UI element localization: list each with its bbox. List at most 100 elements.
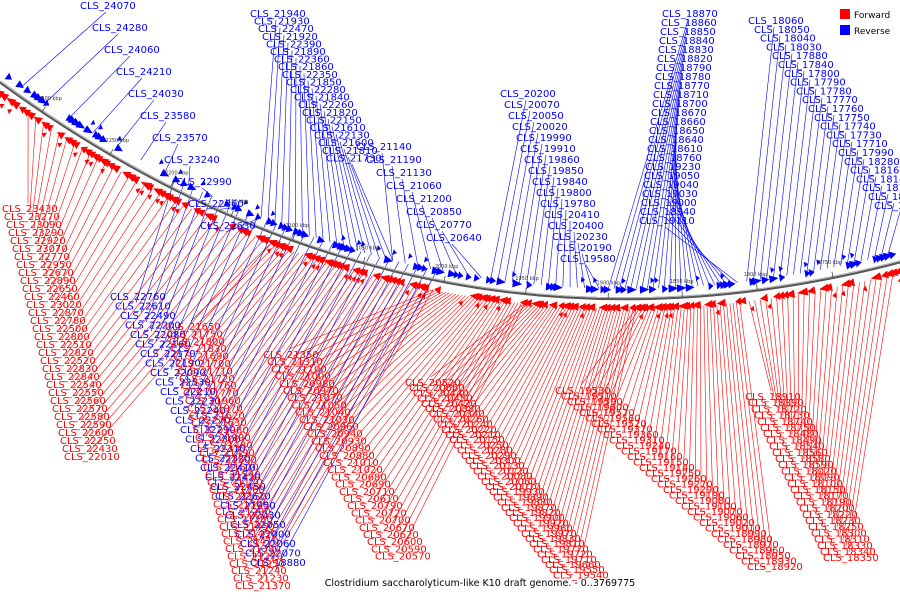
gene-label: CLS_21610 [310, 123, 366, 134]
gene-label: CLS_18820 [657, 54, 713, 65]
gene-label: CLS_18250 [808, 522, 864, 533]
leader-line [180, 216, 259, 389]
gene-label: CLS_21730 [326, 153, 382, 164]
leader-line [256, 287, 424, 566]
gene-label: CLS_20210 [445, 430, 501, 441]
leader-line [598, 308, 646, 402]
forward-gene [643, 303, 655, 312]
gene-label: CLS_22950 [16, 260, 72, 271]
forward-gene [109, 164, 121, 174]
gene-label: CLS_22620 [215, 492, 271, 503]
leader-line [555, 198, 563, 287]
leader-line [703, 305, 708, 501]
forward-gene [196, 209, 206, 217]
leader-line [45, 33, 119, 103]
leader-line [340, 297, 476, 443]
leader-line [39, 144, 75, 252]
gene-label: CLS_18140 [856, 174, 900, 185]
reverse-gene-labels: CLS_24070 CLS_24280 CLS_24060 CLS_24210 CLS_… [80, 1, 900, 569]
gene-label: CLS_18200 [799, 504, 855, 515]
leader-line [839, 278, 877, 534]
forward-gene [579, 312, 584, 319]
gene-label: CLS_17880 [772, 51, 828, 62]
forward-gene [715, 309, 720, 316]
reverse-gene [203, 190, 211, 198]
leader-line [47, 162, 106, 284]
gene-label: CLS_20690 [335, 480, 391, 491]
leader-line [713, 304, 726, 518]
gene-label: CLS_21430 [221, 529, 277, 540]
gene-label: CLS_18580 [775, 454, 831, 465]
leader-line [809, 290, 821, 472]
leader-line [641, 73, 683, 289]
forward-gene [750, 305, 755, 312]
leader-line [274, 35, 285, 223]
forward-gene [84, 159, 90, 165]
leader-line [806, 106, 829, 273]
gene-label: CLS_18560 [772, 448, 828, 459]
leader-line [220, 243, 334, 465]
leader-line [335, 133, 365, 253]
gene-label: CLS_18920 [747, 562, 803, 573]
kbp-tick-label: 1950 kbp [515, 276, 539, 282]
gene-label: CLS_20410 [544, 210, 600, 221]
leader-line [848, 274, 894, 553]
gene-label: CLS_21800 [169, 337, 225, 348]
gene-label: CLS_18750 [760, 423, 816, 434]
reverse-gene [82, 125, 93, 134]
leader-line [236, 276, 378, 492]
reverse-gene [465, 272, 472, 281]
forward-gene [897, 278, 900, 283]
forward-gene [266, 248, 272, 254]
forward-gene [434, 286, 442, 295]
leader-line [759, 299, 778, 404]
gene-label: CLS_22870 [28, 308, 84, 319]
gene-label: CLS_21070 [287, 393, 343, 404]
leader-line [175, 212, 250, 380]
leader-line [519, 143, 543, 284]
gene-label: CLS_20620 [363, 530, 419, 541]
forward-gene [603, 303, 611, 312]
gene-label: CLS_22670 [18, 268, 74, 279]
leader-line [833, 280, 866, 522]
gene-label: CLS_18160 [850, 166, 900, 177]
gene-label: CLS_19800 [536, 188, 592, 199]
forward-gene [379, 275, 390, 283]
forward-gene [888, 268, 899, 276]
leader-line [347, 156, 386, 259]
leader-line [73, 216, 208, 388]
leader-line [430, 303, 525, 378]
gene-label: CLS_19780 [540, 199, 596, 210]
forward-gene [72, 142, 81, 150]
gene-label: CLS_22390 [266, 39, 322, 50]
gene-label: CLS_20240 [437, 420, 493, 431]
leader-line [522, 308, 594, 497]
leader-line [723, 303, 744, 534]
reverse-gene [650, 277, 655, 284]
leader-line [255, 261, 400, 532]
gene-label: CLS_19060 [693, 513, 749, 524]
forward-gene [355, 277, 361, 284]
forward-gene [503, 297, 512, 306]
gene-label: CLS_19100 [681, 502, 737, 513]
gene-label: CLS_20050 [508, 111, 564, 122]
leader-line [254, 286, 420, 558]
leader-line [820, 123, 841, 270]
forward-gene [258, 237, 271, 245]
forward-gene [421, 293, 426, 300]
kbp-tick [41, 106, 46, 112]
forward-gene [193, 207, 202, 215]
gene-label: CLS_21170 [207, 477, 263, 488]
gene-label: CLS_21970 [187, 403, 243, 414]
leader-line [494, 307, 573, 461]
gene-label: CLS_22050 [230, 520, 286, 531]
leader-line [380, 301, 509, 515]
gene-label: CLS_20300 [465, 456, 521, 467]
forward-gene [655, 313, 660, 320]
reverse-gene [90, 119, 96, 125]
leader-line [736, 302, 768, 556]
gene-label: CLS_22260 [298, 100, 354, 111]
leader-line [352, 298, 486, 465]
forward-gene [146, 184, 155, 192]
gene-label: CLS_21280 [217, 514, 273, 525]
